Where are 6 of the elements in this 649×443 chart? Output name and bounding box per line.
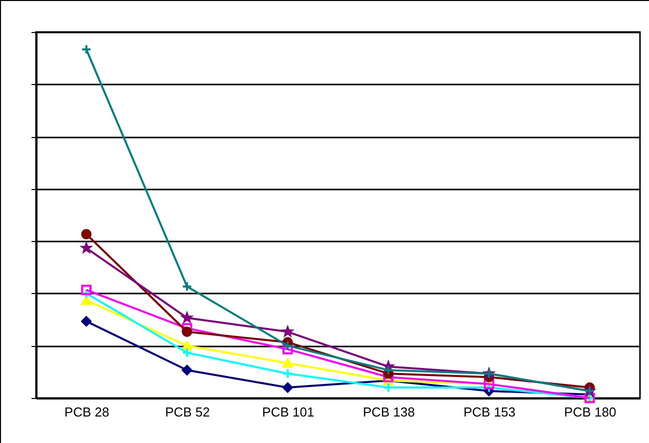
x-tick-label: PCB 138: [362, 404, 415, 420]
x-tick-label: PCB 52: [165, 404, 210, 420]
x-tick-label: PCB 180: [564, 404, 616, 420]
x-tick-label: PCB 28: [64, 404, 110, 420]
x-tick-label: PCB 153: [463, 404, 516, 420]
x-tick-label: PCB 101: [262, 404, 314, 420]
